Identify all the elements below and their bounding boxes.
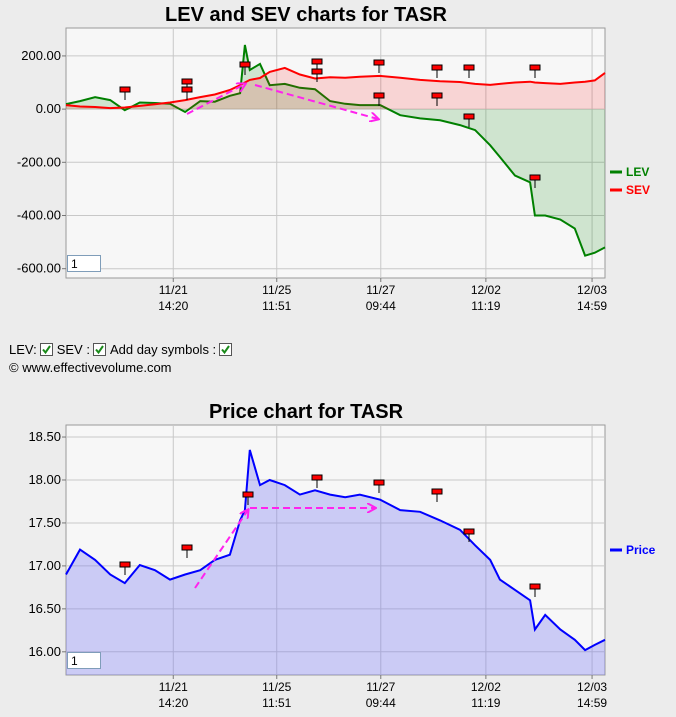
legend-label: LEV xyxy=(626,165,649,179)
series-line xyxy=(65,449,606,652)
area-fill xyxy=(66,449,605,675)
day-symbol xyxy=(311,68,323,75)
day-symbol xyxy=(373,92,385,99)
x-tick-label: 11/21 14:20 xyxy=(158,680,188,710)
day-symbol xyxy=(529,64,541,71)
zoom-input[interactable]: 1 xyxy=(67,255,101,272)
x-tick-label: 11/21 14:20 xyxy=(158,283,188,313)
day-symbol xyxy=(181,86,193,93)
check xyxy=(221,344,230,354)
day-symbol xyxy=(529,583,541,590)
y-tick-label: 0.00 xyxy=(36,101,61,116)
day-symbol xyxy=(119,86,131,93)
copyright: © www.effectivevolume.com xyxy=(9,359,172,375)
checkbox[interactable] xyxy=(39,342,53,356)
y-tick-label: 18.00 xyxy=(28,472,61,487)
y-tick-label: 16.00 xyxy=(28,644,61,659)
x-tick-label: 11/25 11:51 xyxy=(262,283,291,313)
plot-area xyxy=(65,27,606,279)
y-tick-label: 17.50 xyxy=(28,515,61,530)
day-symbol xyxy=(181,78,193,85)
y-tick-label: 200.00 xyxy=(21,48,61,63)
x-tick-label: 12/03 14:59 xyxy=(577,283,607,313)
day-symbol xyxy=(431,92,443,99)
day-symbol xyxy=(373,479,385,486)
controls: LEV: SEV : Add day symbols : © www.effec… xyxy=(9,340,236,376)
checkbox[interactable] xyxy=(92,342,106,356)
x-tick-label: 11/27 09:44 xyxy=(366,680,396,710)
day-symbol xyxy=(311,474,323,481)
y-tick-label: 18.50 xyxy=(28,429,61,444)
legend-label: Price xyxy=(626,543,656,557)
legend-label: SEV xyxy=(626,183,650,197)
x-tick-label: 11/27 09:44 xyxy=(366,283,396,313)
x-tick-label: 11/25 11:51 xyxy=(262,680,291,710)
checkbox[interactable] xyxy=(219,342,233,356)
control-label: SEV : xyxy=(56,341,90,357)
x-tick-label: 12/02 11:19 xyxy=(471,283,501,313)
day-symbol xyxy=(373,59,385,66)
x-tick-label: 12/02 11:19 xyxy=(471,680,501,710)
day-symbol xyxy=(431,64,443,71)
area-fill xyxy=(66,67,605,110)
series-line xyxy=(65,66,606,110)
control-label: LEV: xyxy=(9,341,37,357)
y-tick-label: 16.50 xyxy=(28,601,61,616)
day-symbol xyxy=(311,58,323,65)
day-symbol xyxy=(463,528,475,535)
x-tick-label: 12/03 14:59 xyxy=(577,680,607,710)
chart-title: LEV and SEV charts for TASR xyxy=(165,4,447,26)
day-symbol xyxy=(431,488,443,495)
y-tick-label: -400.00 xyxy=(17,208,61,223)
plot-area xyxy=(65,424,606,676)
check xyxy=(95,344,104,354)
chart-title: Price chart for TASR xyxy=(209,401,404,423)
zoom-input[interactable]: 1 xyxy=(67,652,101,669)
day-symbol xyxy=(181,544,193,551)
day-symbol xyxy=(119,561,131,568)
day-symbol xyxy=(463,64,475,71)
check xyxy=(41,344,51,354)
area-fill xyxy=(66,45,605,256)
day-symbol xyxy=(529,174,541,181)
y-tick-label: 17.00 xyxy=(28,558,61,573)
trend-arrow xyxy=(194,510,248,589)
y-tick-label: -600.00 xyxy=(17,261,61,276)
day-symbol xyxy=(239,61,251,68)
y-tick-label: -200.00 xyxy=(17,154,61,169)
checkbox-row: LEV: SEV : Add day symbols : xyxy=(9,340,236,358)
control-label: Add day symbols : xyxy=(109,341,217,357)
day-symbol xyxy=(242,491,254,498)
day-symbol xyxy=(463,113,475,120)
